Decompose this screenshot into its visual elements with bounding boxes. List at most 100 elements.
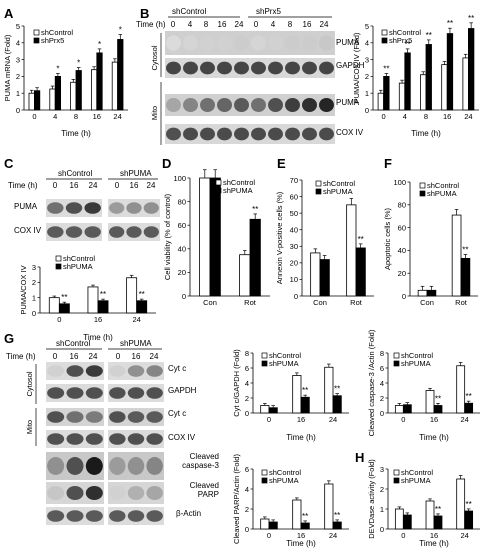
blot-g-strip-cytc-cyto-kd-band [146,365,163,377]
y-tick-label: 6 [245,364,249,373]
y-tick-label: 3 [380,465,384,474]
blot-c-time-2: 24 [89,181,98,190]
blot-b-strip-gapdh-band [302,61,317,75]
blot-g-group-puma: shPUMA [120,339,152,348]
blot-g-strip-cytc-mito-kd-band [127,411,145,423]
chart-d: 0 20 40 60 80 100 Cell viability (% of control… [163,169,270,307]
blot-b-strip-puma-cyto-band [268,35,283,51]
bar [420,74,427,111]
blot-b-strip-coxiv-band [319,127,334,141]
x-tick-label: Con [313,298,327,307]
blot-g-strip-cytc-cyto-ctrl-band [66,365,84,377]
blot-c-strip-puma-ctrl-band [84,202,101,214]
blot-b: shControl shPrx5 Time (h) 0 4 8 16 24 0 … [136,7,365,145]
blot-b-strip-gapdh-band [285,61,300,75]
x-tick-label: 4 [53,112,57,121]
legend-label: shPUMA [269,359,299,368]
y-axis-label: DEVDase activity (Fold) [367,459,376,539]
blot-g-strip-casp3-ctrl [46,452,104,480]
blot-c-group-control: shControl [58,169,92,178]
bar [355,247,366,297]
bar [456,478,466,530]
chart-e: 0 10 20 30 40 50 60 70 Annexin V-positive cells … [275,176,374,307]
blot-g-strip-cytc-mito-ctrl-band [47,411,65,423]
blot-c-strip-cox-kd-band [126,226,142,238]
bar [268,407,278,414]
blot-g-strip-actin-ctrl [46,507,104,525]
significance-mark: * [119,26,122,35]
x-tick-label: Rot [455,298,468,307]
x-tick-label: 0 [401,415,405,424]
blot-g-strip-cytc-mito-ctrl [46,408,104,426]
bar [49,88,56,111]
blot-g-strip-coxiv-kd-band [146,433,163,445]
blot-b-strip-coxiv-band [166,127,181,141]
blot-b-strip-puma-cyto-band [302,35,317,51]
bar [462,57,469,111]
bar [87,286,99,314]
blot-c-strip-puma-kd-band [109,202,125,214]
blot-b-time-1: 4 [188,20,193,29]
y-tick-label: 2 [16,72,20,81]
y-axis-label: Cyt c/GAPDH (Fold) [232,349,241,417]
y-tick-label: 80 [178,197,186,206]
y-tick-label: 0 [402,292,406,301]
blot-b-strip-puma-mito-band [183,97,198,113]
bar [117,39,124,111]
blot-g-strip-casp3-ctrl-band [47,457,65,475]
x-tick-label: Rot [350,298,363,307]
blot-g-strip-cytc-mito-ctrl-band [66,411,84,423]
legend-swatch [419,182,426,189]
blot-g-strip-gapdh-ctrl-band [47,387,65,399]
bar [75,70,82,111]
blot-b-strip-gapdh-band [251,61,266,75]
blot-b-strip-coxiv-band [200,127,215,141]
blot-g-time-label: Time (h) [6,352,36,361]
y-tick-label: 8 [245,349,249,358]
blot-b-group-prx5: shPrx5 [256,7,281,16]
bar [433,515,443,530]
x-tick-label: 24 [113,112,121,121]
blot-g-strip-gapdh-kd-band [127,387,145,399]
y-tick-label: 20 [398,269,406,278]
blot-g-strip-actin-ctrl-band [85,510,103,522]
bar [300,396,310,414]
y-tick-label: 10 [290,275,298,284]
y-tick-label: 4 [245,485,249,494]
legend-swatch [315,180,322,187]
x-tick-label: 16 [93,112,101,121]
bar [425,44,432,111]
y-tick-label: 2 [365,72,369,81]
blot-b-strip-coxiv-band [285,127,300,141]
legend-swatch [55,255,62,262]
blot-g-strip-cytc-cyto-kd [108,362,164,380]
y-tick-label: 0 [245,525,249,534]
y-tick-label: 2 [32,278,36,287]
x-tick-label: 0 [57,315,61,324]
y-tick-label: 30 [290,242,298,251]
blot-b-time-3: 16 [218,20,227,29]
legend-swatch [55,263,62,270]
x-tick-label: 24 [132,315,140,324]
significance-mark: ** [139,290,145,299]
legend-label: shControl [41,28,73,37]
legend-label: shControl [269,351,301,360]
significance-mark: * [56,64,59,73]
significance-mark: ** [466,500,472,509]
blot-g-strip-cytc-cyto-kd-band [127,365,145,377]
blot-b-strip-puma-cyto-band [200,35,215,51]
blot-g-strip-gapdh-kd [108,384,164,402]
bar [441,64,448,111]
panel-letter-g: G [4,331,14,346]
bar [136,300,148,314]
x-tick-label: 0 [267,531,271,540]
blot-g-strip-parp-kd [108,482,164,504]
bar [446,33,454,111]
legend-swatch [381,29,388,36]
x-tick-label: Rot [244,298,257,307]
legend-label: shControl [389,28,421,37]
legend-label: shPUMA [223,186,253,195]
x-tick-label: 24 [329,415,337,424]
blot-c-strip-cox-kd-band [109,226,125,238]
bar [402,404,412,414]
